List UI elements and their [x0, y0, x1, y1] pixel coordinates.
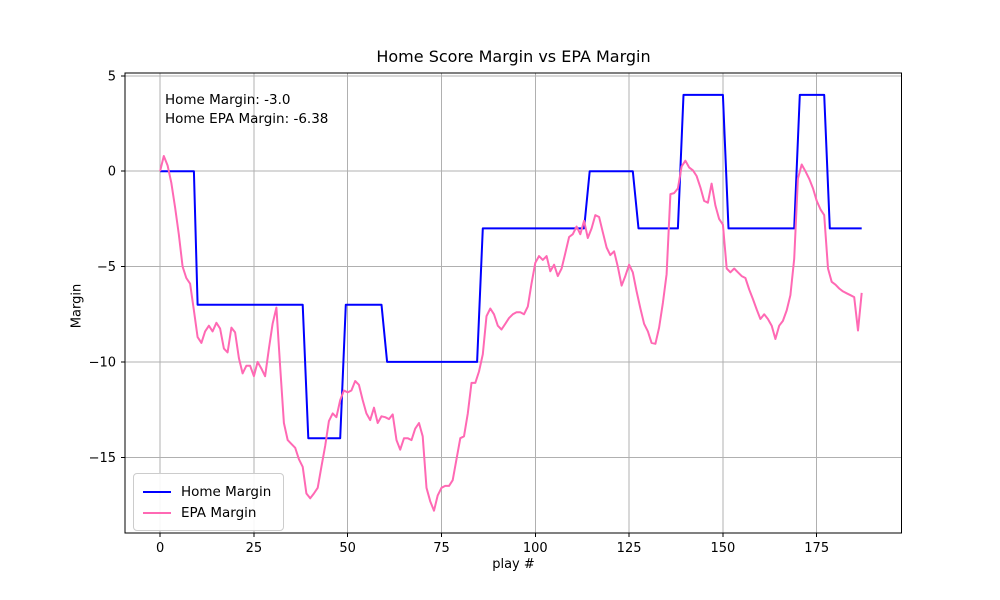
x-axis-label: play # [492, 557, 535, 572]
x-tick-label: 125 [617, 541, 642, 556]
x-tick-label: 150 [710, 541, 735, 556]
epa-margin-line [159, 155, 863, 512]
x-tick-label: 50 [339, 541, 356, 556]
epa-margin-line-swatch [143, 511, 171, 514]
home-margin-line-swatch [143, 490, 171, 493]
annotation-epa-margin: Home EPA Margin: -6.38 [165, 111, 329, 127]
legend: Home Margin EPA Margin [133, 473, 285, 531]
legend-label-epa-margin: EPA Margin [181, 504, 257, 521]
y-axis-label: Margin [69, 283, 85, 329]
y-tick-label: 5 [108, 69, 116, 84]
annotation-text: Home Margin: -3.0 Home EPA Margin: -6.38 [165, 91, 328, 129]
x-tick-label: 25 [246, 541, 263, 556]
y-tick-label: −15 [89, 451, 116, 466]
x-tick-label: 75 [433, 541, 450, 556]
y-tick-label: 0 [108, 165, 116, 180]
legend-item-home-margin: Home Margin [143, 481, 271, 502]
x-tick-label: 0 [156, 541, 164, 556]
y-tick-label: −10 [89, 355, 116, 370]
grid [125, 73, 902, 533]
axes-spines [124, 72, 903, 534]
x-tick-label: 175 [804, 541, 829, 556]
y-tick-label: −5 [97, 260, 116, 275]
legend-item-epa-margin: EPA Margin [143, 502, 271, 523]
x-tick-label: 100 [523, 541, 548, 556]
legend-label-home-margin: Home Margin [181, 483, 272, 500]
chart-title: Home Score Margin vs EPA Margin [376, 47, 651, 66]
y-axis: 5 0 −5 −10 −15 [89, 69, 125, 466]
annotation-home-margin: Home Margin: -3.0 [165, 92, 291, 108]
x-axis: 0 25 50 75 100 125 150 175 [156, 533, 829, 556]
home-margin-line [160, 93, 862, 440]
